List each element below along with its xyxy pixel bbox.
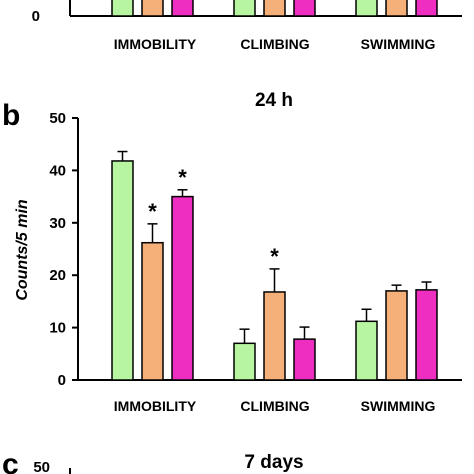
panel-a-bar: [415, 0, 438, 17]
panel-b-ytick-label: 40: [49, 162, 66, 179]
panel-a-bar: [293, 0, 316, 17]
panel-c-ytick: 50: [33, 459, 50, 474]
panel-b-bar: [233, 342, 256, 381]
panel-b-category-label: SWIMMING: [361, 398, 436, 414]
panel-b-significance-marker: *: [178, 165, 187, 190]
panel-b-bar: [293, 338, 316, 381]
panel-b-bar: [263, 291, 286, 381]
panel-a-ytick: 0: [32, 8, 40, 25]
panel-b-bar: [141, 241, 164, 381]
panel-b-bar: [171, 195, 194, 381]
panel-b: b 24 h Counts/5 min 0 10 20 30 40 50 * * * IMMO…: [2, 90, 462, 414]
panel-letter-b: b: [2, 99, 20, 132]
panel-b-bar: [385, 290, 408, 381]
panel-b-significance-marker: *: [148, 199, 157, 224]
panel-a-bar: [141, 0, 164, 17]
panel-b-ytick-label: 30: [49, 215, 66, 232]
panel-b-category-label: IMMOBILITY: [114, 398, 197, 414]
panel-a-bar: [233, 0, 256, 17]
panel-c-title: 7 days: [244, 452, 303, 473]
panel-a: 0 IMMOBILITY CLIMBING SWIMMING: [32, 0, 462, 52]
panel-a-category-label: IMMOBILITY: [114, 36, 197, 52]
panel-b-ytick-label: 50: [49, 110, 66, 127]
panel-a-category-label: SWIMMING: [361, 36, 436, 52]
panel-b-ytick-label: 10: [49, 320, 66, 337]
panel-c: c 7 days 50: [2, 448, 304, 474]
panel-b-bar: [111, 160, 134, 381]
panel-a-category-label: CLIMBING: [240, 36, 309, 52]
panel-a-bar: [111, 0, 134, 17]
panel-a-bar: [355, 0, 378, 17]
panel-b-bar: [355, 320, 378, 381]
panel-b-title: 24 h: [255, 90, 293, 111]
panel-a-bar: [385, 0, 408, 17]
panel-a-bar: [263, 0, 286, 17]
panel-b-ytick-label: 20: [49, 267, 66, 284]
panel-letter-c: c: [2, 448, 19, 474]
panel-b-bar: [415, 289, 438, 381]
panel-b-significance-marker: *: [270, 244, 279, 269]
panel-b-ytick-label: 0: [58, 372, 66, 389]
panel-a-bar: [171, 0, 194, 17]
panel-b-y-axis-label: Counts/5 min: [14, 199, 31, 301]
panel-b-category-label: CLIMBING: [240, 398, 309, 414]
